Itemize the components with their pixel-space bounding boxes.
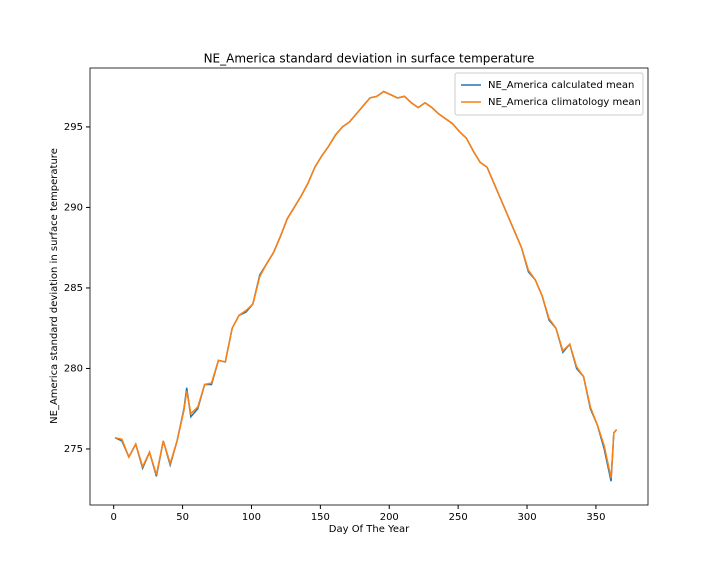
y-axis-label: NE_America standard deviation in surface… (49, 148, 60, 424)
y-tick-label: 290 (64, 202, 83, 213)
series-line (114, 90, 618, 479)
legend-label: NE_America climatology mean (488, 97, 641, 108)
x-tick-label: 0 (111, 512, 117, 523)
y-tick-label: 280 (64, 363, 83, 374)
x-tick-label: 300 (517, 512, 536, 523)
y-tick-label: 275 (64, 444, 83, 455)
series-line (114, 90, 618, 482)
legend-box (454, 72, 644, 116)
legend-label: NE_America calculated mean (488, 80, 634, 91)
x-tick-label: 200 (380, 512, 399, 523)
x-tick-label: 100 (242, 512, 261, 523)
x-tick-label: 250 (449, 512, 468, 523)
chart-title: NE_America standard deviation in surface… (204, 52, 535, 66)
x-tick-label: 350 (586, 512, 605, 523)
y-tick-label: 295 (64, 122, 83, 133)
x-tick-label: 150 (311, 512, 330, 523)
legend: NE_America calculated mean NE_America cli… (454, 72, 644, 116)
x-tick-label: 50 (176, 512, 189, 523)
y-tick-label: 285 (64, 283, 83, 294)
plot-frame (89, 67, 649, 506)
x-axis-label: Day Of The Year (329, 524, 410, 535)
